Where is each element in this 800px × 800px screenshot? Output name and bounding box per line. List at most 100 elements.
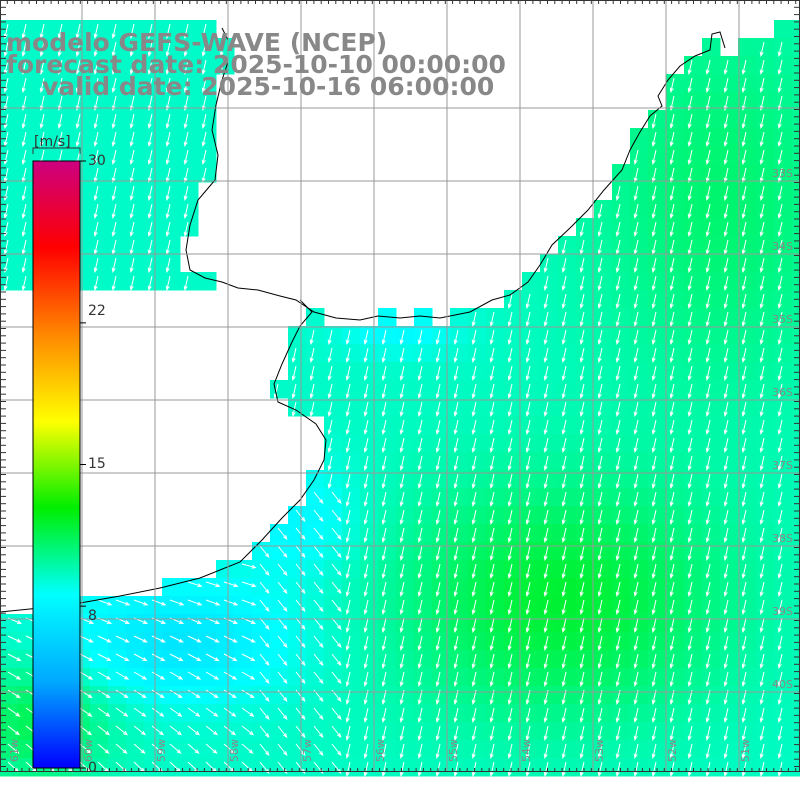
wind-arrow-head (615, 411, 620, 417)
wind-arrow-head (597, 393, 602, 399)
wind-arrow-head (363, 717, 368, 723)
wind-speed-cell (468, 578, 487, 597)
wind-arrow-head (399, 519, 404, 525)
wind-arrow (562, 347, 567, 362)
wind-arrow-head (160, 657, 166, 662)
wind-speed-cell (558, 614, 577, 633)
wind-speed-cell (288, 380, 307, 399)
wind-speed-cell (738, 182, 757, 201)
wind-speed-cell (720, 272, 739, 291)
wind-arrow (346, 617, 351, 632)
wind-arrow-head (93, 303, 98, 309)
wind-speed-cell (180, 722, 199, 741)
wind-speed-cell (486, 326, 505, 345)
wind-arrow-head (453, 483, 458, 489)
wind-arrow-head (687, 285, 692, 291)
wind-arrow (22, 131, 27, 146)
wind-speed-cell (558, 398, 577, 417)
wind-arrow-head (255, 303, 260, 309)
wind-speed-cell (522, 614, 541, 633)
wind-arrow-head (651, 771, 656, 777)
wind-speed-cell (666, 74, 685, 93)
wind-speed-cell (540, 272, 559, 291)
wind-arrow (616, 401, 621, 416)
wind-speed-cell (612, 686, 631, 705)
wind-arrow (742, 311, 747, 326)
wind-speed-cell (324, 560, 343, 579)
wind-arrow-head (336, 624, 342, 631)
wind-arrow-head (327, 357, 332, 363)
wind-arrow (706, 419, 711, 434)
wind-arrow-head (75, 141, 80, 147)
wind-arrow-head (723, 87, 728, 93)
wind-speed-cell (702, 218, 721, 237)
wind-arrow (382, 617, 387, 632)
wind-arrow (562, 401, 567, 416)
wind-arrow-head (160, 675, 166, 680)
wind-arrow (652, 167, 657, 182)
wind-arrow (760, 635, 765, 650)
wind-arrow (598, 383, 603, 398)
wind-speed-cell (432, 344, 451, 363)
wind-arrow-head (759, 69, 764, 75)
wind-speed-cell (558, 524, 577, 543)
wind-speed-cell (630, 182, 649, 201)
wind-arrow (205, 725, 218, 735)
wind-arrow-head (777, 123, 782, 129)
wind-speed-cell (414, 668, 433, 687)
wind-arrow-head (16, 638, 22, 643)
wind-arrow-head (597, 231, 602, 237)
wind-speed-cell (396, 506, 415, 525)
wind-speed-cell (288, 596, 307, 615)
model-title: modelo GEFS-WAVE (NCEP) (6, 28, 388, 57)
wind-speed-cell (360, 578, 379, 597)
wind-arrow-head (633, 267, 638, 273)
wind-arrow (418, 545, 423, 560)
wind-arrow (580, 743, 585, 758)
wind-arrow-head (597, 519, 602, 525)
wind-speed-cell (18, 632, 37, 651)
wind-arrow-head (160, 620, 167, 624)
wind-arrow (436, 653, 441, 668)
wind-arrow (526, 725, 531, 740)
wind-arrow (616, 761, 621, 776)
wind-arrow (97, 599, 112, 606)
wind-arrow-head (777, 429, 782, 435)
wind-arrow (148, 113, 153, 128)
wind-speed-cell (594, 560, 613, 579)
wind-speed-cell (738, 272, 757, 291)
wind-speed-cell (648, 290, 667, 309)
wind-speed-cell (18, 704, 37, 723)
wind-arrow-head (327, 339, 332, 345)
wind-speed-cell (720, 434, 739, 453)
wind-arrow-head (399, 483, 404, 489)
wind-arrow-head (723, 753, 728, 759)
wind-arrow-head (723, 735, 728, 741)
wind-arrow-head (399, 699, 404, 705)
wind-speed-cell (324, 596, 343, 615)
wind-speed-cell (414, 398, 433, 417)
wind-speed-cell (324, 326, 343, 345)
wind-arrow-head (687, 69, 692, 75)
wind-arrow-head (687, 231, 692, 237)
wind-arrow (670, 149, 675, 164)
wind-arrow (130, 95, 135, 110)
wind-arrow (706, 653, 711, 668)
wind-arrow (598, 239, 603, 254)
wind-speed-cell (612, 758, 631, 777)
wind-arrow (490, 311, 495, 326)
wind-arrow-head (183, 303, 188, 309)
wind-arrow (7, 707, 20, 717)
wind-speed-cell (144, 236, 163, 255)
wind-arrow (400, 383, 405, 398)
wind-arrow-head (3, 123, 8, 129)
wind-arrow (202, 59, 207, 74)
longitude-label: 61w (8, 739, 21, 762)
wind-arrow-head (507, 591, 512, 597)
wind-arrow (364, 347, 369, 362)
wind-arrow-head (453, 573, 458, 579)
wind-speed-cell (342, 686, 361, 705)
wind-arrow-head (264, 642, 270, 649)
wind-arrow-head (651, 717, 656, 723)
wind-arrow-head (489, 321, 494, 327)
